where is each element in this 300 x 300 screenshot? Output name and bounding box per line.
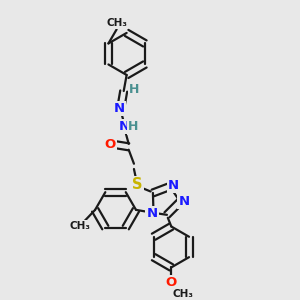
Text: O: O bbox=[104, 138, 116, 151]
Text: N: N bbox=[168, 178, 179, 192]
Text: O: O bbox=[166, 276, 177, 290]
Text: N: N bbox=[178, 195, 189, 208]
Text: H: H bbox=[129, 83, 139, 96]
Text: CH₃: CH₃ bbox=[106, 18, 127, 28]
Text: CH₃: CH₃ bbox=[172, 289, 194, 299]
Text: S: S bbox=[132, 177, 143, 192]
Text: CH₃: CH₃ bbox=[69, 221, 90, 231]
Text: N: N bbox=[114, 102, 125, 115]
Text: N: N bbox=[146, 207, 158, 220]
Text: H: H bbox=[128, 120, 138, 134]
Text: N: N bbox=[119, 120, 130, 133]
